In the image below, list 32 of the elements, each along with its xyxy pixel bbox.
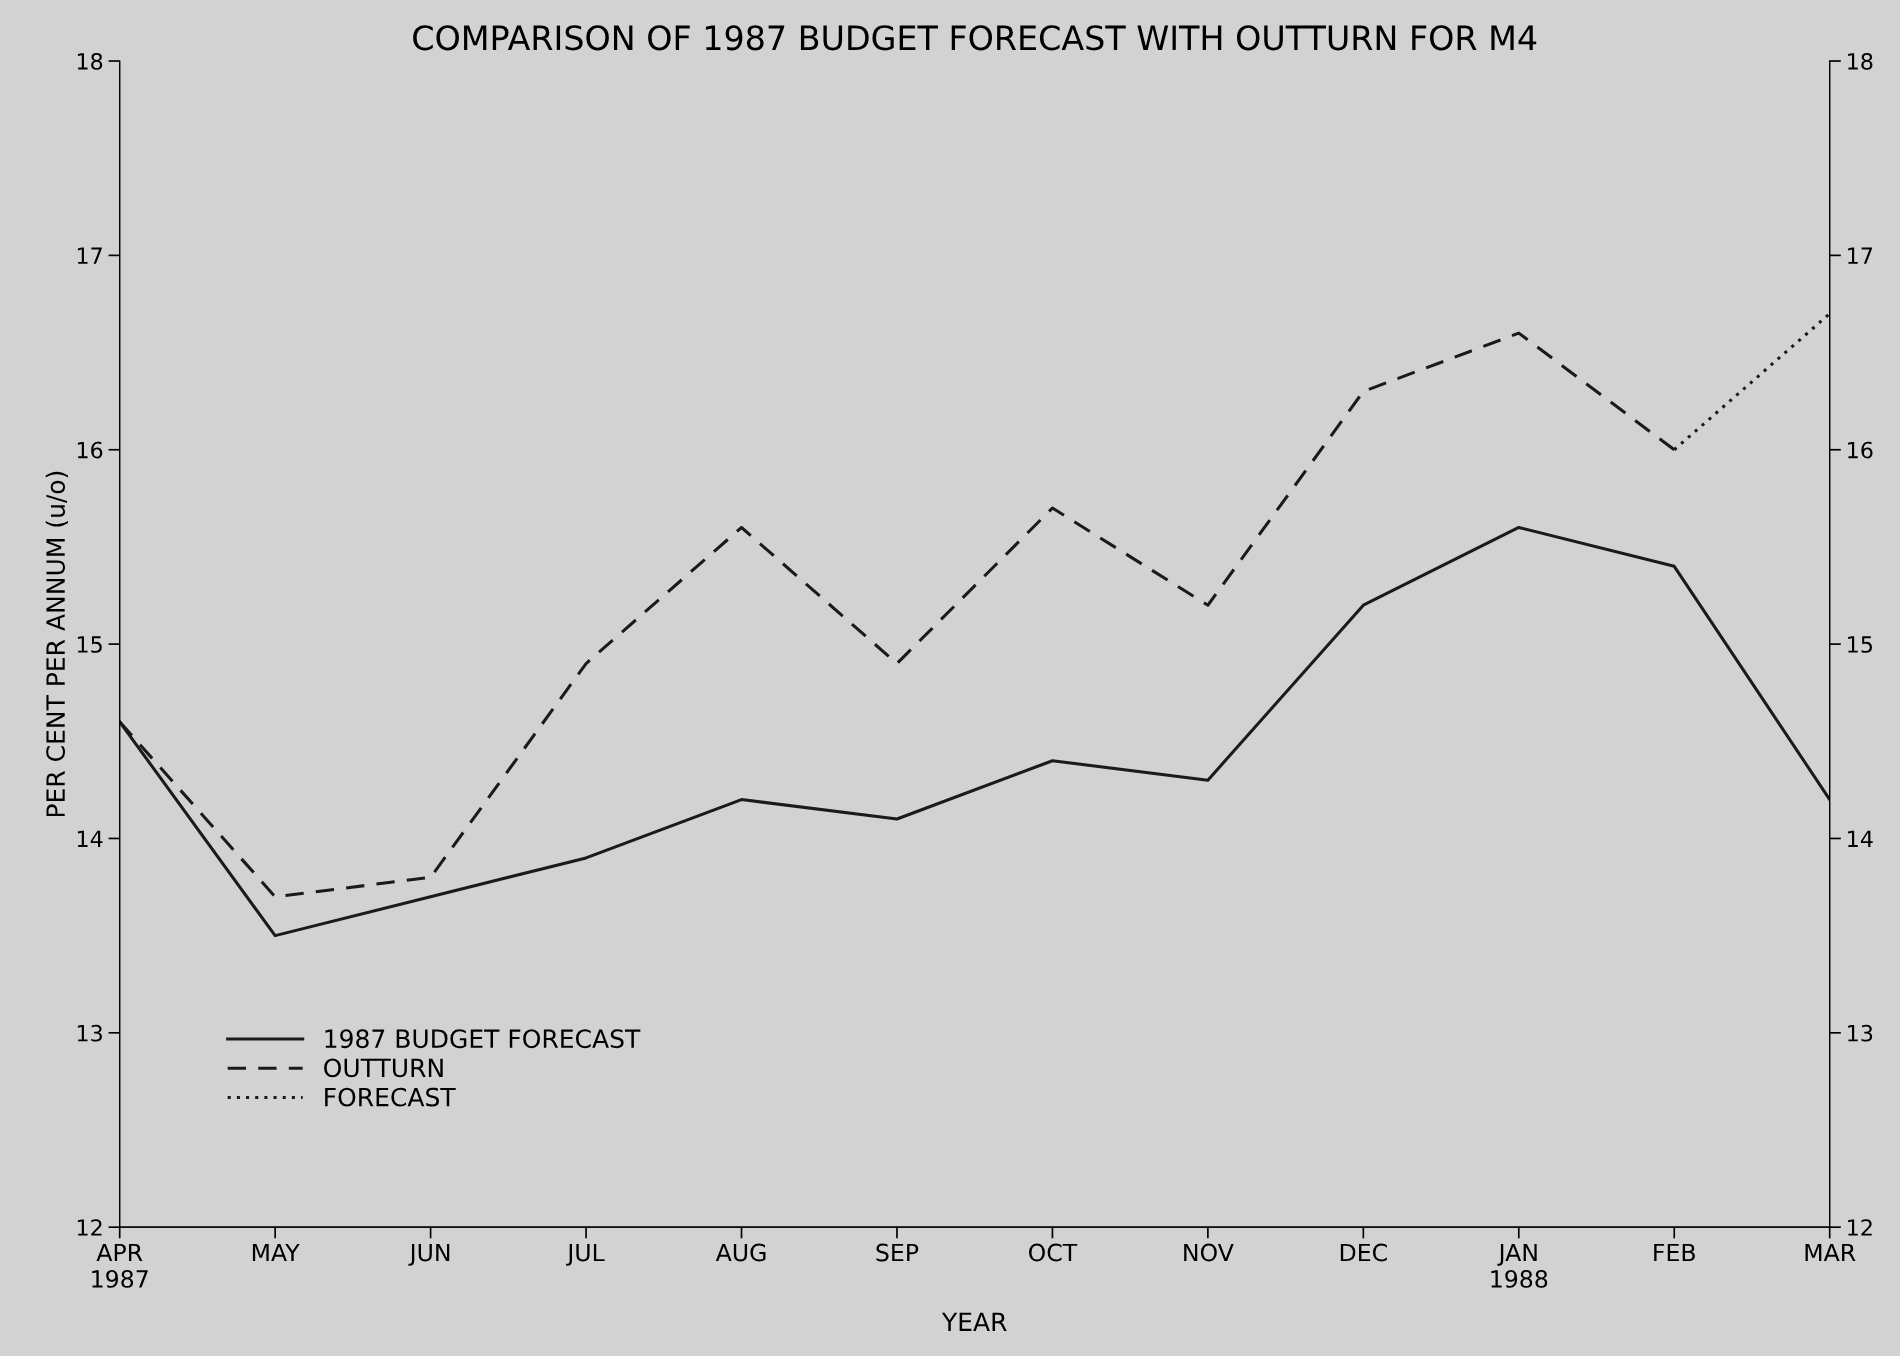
x-tick-label: JUN xyxy=(408,1243,450,1266)
legend-label: OUTTURN xyxy=(324,1058,443,1078)
y2-tick-label: 12 xyxy=(1848,1219,1872,1236)
y2-tick-label: 15 xyxy=(1848,636,1873,653)
x-axis-title: YEAR xyxy=(941,1312,1007,1331)
x-tick-label: AUG xyxy=(715,1243,766,1262)
y-tick-label: 17 xyxy=(77,247,102,264)
y-tick-label: 12 xyxy=(77,1219,102,1236)
x-tick-label: NOV xyxy=(1184,1243,1234,1262)
x-tick-label: OCT xyxy=(1029,1243,1078,1262)
x-tick-label: APR 1987 xyxy=(92,1243,148,1288)
y2-tick-label: 14 xyxy=(1848,830,1873,847)
x-tick-label: JAN 1988 xyxy=(1491,1243,1548,1288)
y2-tick-label: 16 xyxy=(1848,441,1873,459)
y-tick-label: 16 xyxy=(77,441,103,459)
x-tick-label: JUL xyxy=(566,1243,605,1266)
y-axis-title: PER CENT PER ANNUM (u/o) xyxy=(45,471,68,817)
legend-label: 1987 BUDGET FORECAST xyxy=(325,1029,641,1049)
x-tick-label: MAR xyxy=(1805,1243,1856,1262)
y2-tick-label: 17 xyxy=(1848,247,1873,264)
y-tick-label: 13 xyxy=(77,1024,102,1042)
x-tick-label: DEC xyxy=(1340,1243,1387,1262)
y-tick-label: 15 xyxy=(77,636,102,653)
y-tick-label: 18 xyxy=(77,52,103,70)
legend-label: FORECAST xyxy=(325,1087,456,1107)
y2-tick-label: 13 xyxy=(1848,1024,1873,1042)
x-tick-label: MAY xyxy=(252,1243,300,1262)
y2-tick-label: 18 xyxy=(1848,52,1873,70)
x-tick-label: FEB xyxy=(1654,1243,1695,1262)
y-tick-label: 14 xyxy=(77,830,103,847)
x-tick-label: SEP xyxy=(876,1243,919,1262)
chart-title: COMPARISON OF 1987 BUDGET FORECAST WITH OUTTURN FOR M4 xyxy=(413,25,1537,51)
